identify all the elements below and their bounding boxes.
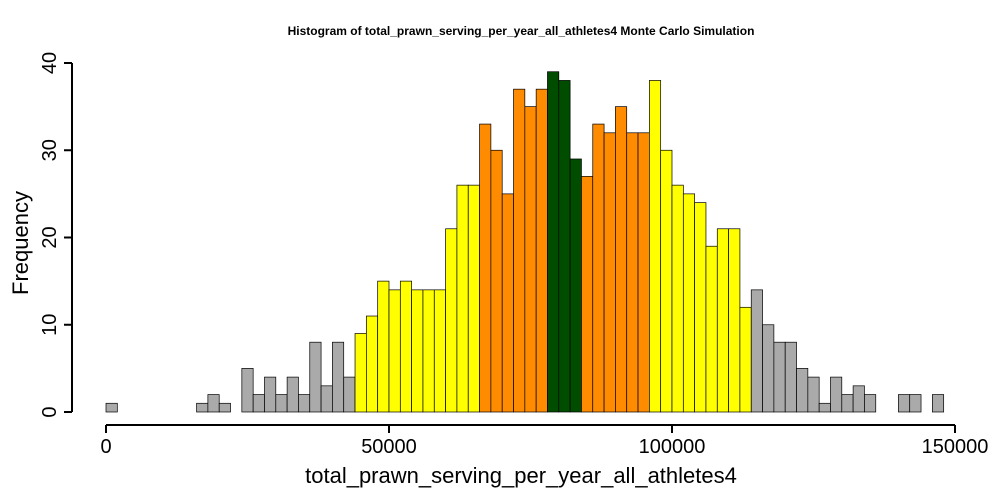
x-axis-label: total_prawn_serving_per_year_all_athlete… xyxy=(305,463,737,488)
y-tick-label: 10 xyxy=(39,314,61,336)
y-tick-label: 40 xyxy=(39,52,61,74)
y-axis: 0 10 20 30 40 xyxy=(39,52,73,418)
histogram-bar xyxy=(841,394,854,413)
histogram-bar xyxy=(467,184,480,413)
histogram-bar xyxy=(524,106,537,413)
y-axis-label: Frequency xyxy=(8,191,33,295)
histogram-bar xyxy=(705,245,718,413)
histogram-bar xyxy=(637,132,650,413)
x-axis: 0 50000 100000 150000 xyxy=(100,424,989,458)
histogram-bar xyxy=(332,341,345,413)
histogram-bar xyxy=(433,289,446,413)
chart-title: Histogram of total_prawn_serving_per_yea… xyxy=(288,24,755,38)
histogram-bar xyxy=(388,289,401,413)
histogram-bar xyxy=(456,184,469,413)
histogram-bar xyxy=(852,385,865,413)
histogram-bar xyxy=(694,202,707,413)
histogram-bar xyxy=(762,324,775,413)
histogram-bar xyxy=(558,80,571,413)
histogram-bar xyxy=(716,228,729,413)
histogram-bar xyxy=(399,280,412,413)
histogram-bar xyxy=(671,184,684,413)
histogram-bar xyxy=(513,88,526,413)
histogram-bar xyxy=(728,228,741,413)
histogram-bar xyxy=(784,341,797,413)
histogram-bar xyxy=(501,193,514,413)
histogram-bar xyxy=(615,106,628,413)
histogram-bar xyxy=(535,88,548,413)
x-tick-label: 50000 xyxy=(361,436,417,458)
histogram-bar xyxy=(218,402,231,413)
bars-group xyxy=(105,71,945,413)
histogram-bar xyxy=(479,123,492,413)
histogram-bar xyxy=(309,341,322,413)
histogram-bar xyxy=(377,280,390,413)
histogram-bar xyxy=(264,376,277,413)
histogram-bar xyxy=(105,402,118,413)
histogram-bar xyxy=(286,376,299,413)
histogram-bar xyxy=(241,368,254,413)
histogram-bar xyxy=(932,394,945,413)
histogram-bar xyxy=(626,132,639,413)
histogram-bar xyxy=(796,368,809,413)
histogram-bar xyxy=(603,132,616,413)
histogram-bar xyxy=(592,123,605,413)
histogram-bar xyxy=(547,71,560,413)
histogram-bar xyxy=(196,402,209,413)
x-tick-label: 0 xyxy=(100,436,111,458)
histogram-bar xyxy=(207,394,220,413)
x-tick-label: 150000 xyxy=(922,436,989,458)
y-tick-label: 20 xyxy=(39,226,61,248)
y-tick-label: 0 xyxy=(39,406,61,417)
histogram-bar xyxy=(773,341,786,413)
histogram-bar xyxy=(490,149,503,413)
histogram-bar xyxy=(818,402,831,413)
histogram-bar xyxy=(864,394,877,413)
histogram-bar xyxy=(422,289,435,413)
histogram-bar xyxy=(898,394,911,413)
histogram-bar xyxy=(252,394,265,413)
histogram-bar xyxy=(354,333,367,413)
histogram-bar xyxy=(320,385,333,413)
histogram-bar xyxy=(830,376,843,413)
histogram-bar xyxy=(445,228,458,413)
histogram-bar xyxy=(807,376,820,413)
histogram-bar xyxy=(682,193,695,413)
x-tick-label: 100000 xyxy=(639,436,706,458)
histogram-bar xyxy=(660,149,673,413)
histogram-bar xyxy=(366,315,379,413)
histogram-bar xyxy=(739,306,752,413)
histogram-bar xyxy=(275,394,288,413)
histogram-bar xyxy=(569,158,582,413)
histogram-bar xyxy=(411,289,424,413)
histogram-bar xyxy=(649,80,662,413)
histogram-bar xyxy=(343,376,356,413)
y-tick-label: 30 xyxy=(39,139,61,161)
histogram-bar xyxy=(750,289,763,413)
histogram-bar xyxy=(581,176,594,413)
histogram-bar xyxy=(298,394,311,413)
histogram-bar xyxy=(909,394,922,413)
